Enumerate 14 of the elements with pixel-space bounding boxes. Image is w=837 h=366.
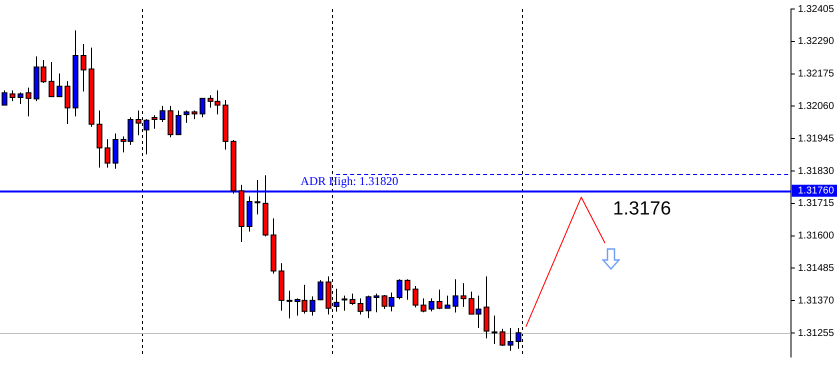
annotation: 1.3176 bbox=[612, 198, 672, 220]
y-tick-label: 1.32405 bbox=[798, 4, 834, 15]
ref-line-label: 1.31760 bbox=[798, 186, 834, 196]
y-tick-label: 1.32060 bbox=[798, 100, 834, 112]
y-tick-label: 1.32290 bbox=[798, 36, 834, 48]
y-tick-label: 1.31830 bbox=[798, 166, 834, 177]
y-tick-label: 1.31600 bbox=[798, 230, 834, 242]
y-tick-label: 1.32175 bbox=[798, 68, 834, 80]
y-tick-label: 1.31255 bbox=[798, 328, 834, 339]
y-tick-label: 1.31945 bbox=[798, 133, 834, 144]
y-tick-label: 1.31485 bbox=[798, 262, 834, 274]
y-tick-label: 1.31715 bbox=[798, 198, 834, 210]
ref-line-label: ADR High: 1.31820 bbox=[300, 174, 398, 188]
y-tick-label: 1.31370 bbox=[798, 295, 834, 306]
